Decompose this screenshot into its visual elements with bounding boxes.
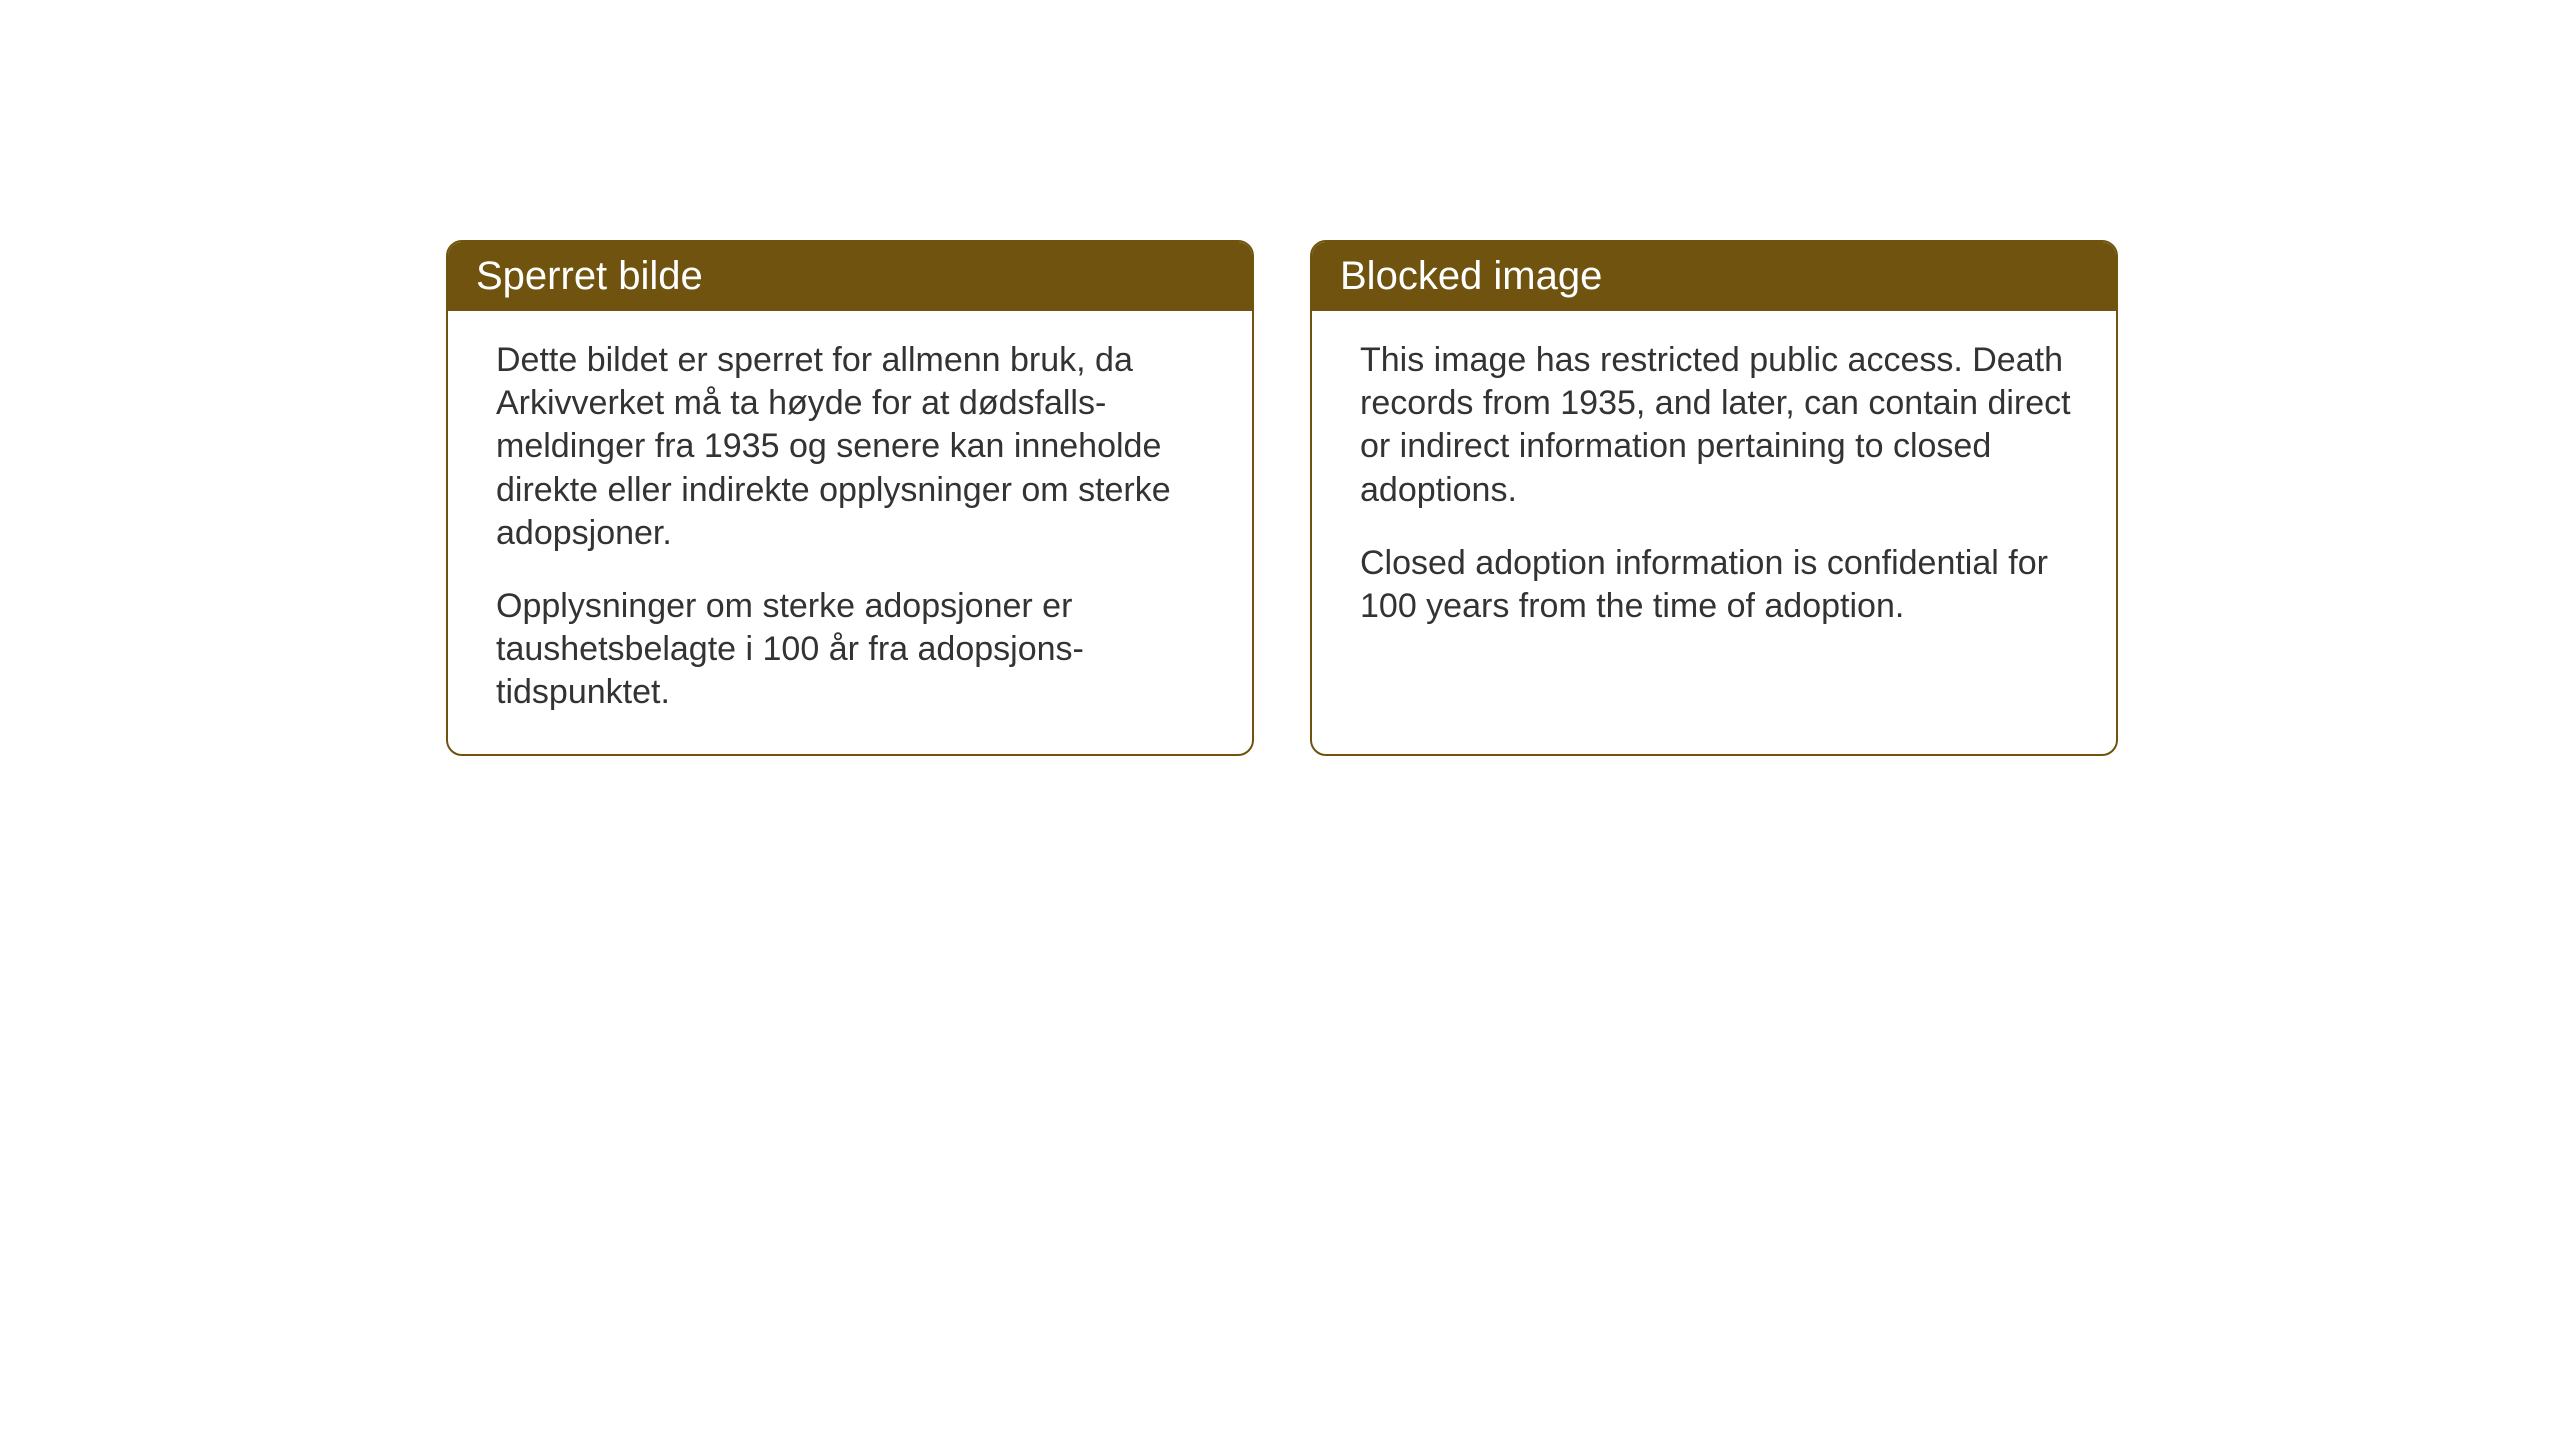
notice-cards-container: Sperret bilde Dette bildet er sperret fo…	[446, 240, 2118, 756]
card-body-en: This image has restricted public access.…	[1312, 311, 2116, 668]
card-english: Blocked image This image has restricted …	[1310, 240, 2118, 756]
card-norwegian: Sperret bilde Dette bildet er sperret fo…	[446, 240, 1254, 756]
card-paragraph-2-no: Opplysninger om sterke adopsjoner er tau…	[496, 585, 1212, 715]
card-header-en: Blocked image	[1312, 242, 2116, 311]
card-body-no: Dette bildet er sperret for allmenn bruk…	[448, 311, 1252, 754]
card-title-no: Sperret bilde	[476, 254, 703, 298]
card-title-en: Blocked image	[1340, 254, 1602, 298]
card-paragraph-1-no: Dette bildet er sperret for allmenn bruk…	[496, 339, 1212, 555]
card-header-no: Sperret bilde	[448, 242, 1252, 311]
card-paragraph-2-en: Closed adoption information is confident…	[1360, 542, 2076, 628]
card-paragraph-1-en: This image has restricted public access.…	[1360, 339, 2076, 512]
